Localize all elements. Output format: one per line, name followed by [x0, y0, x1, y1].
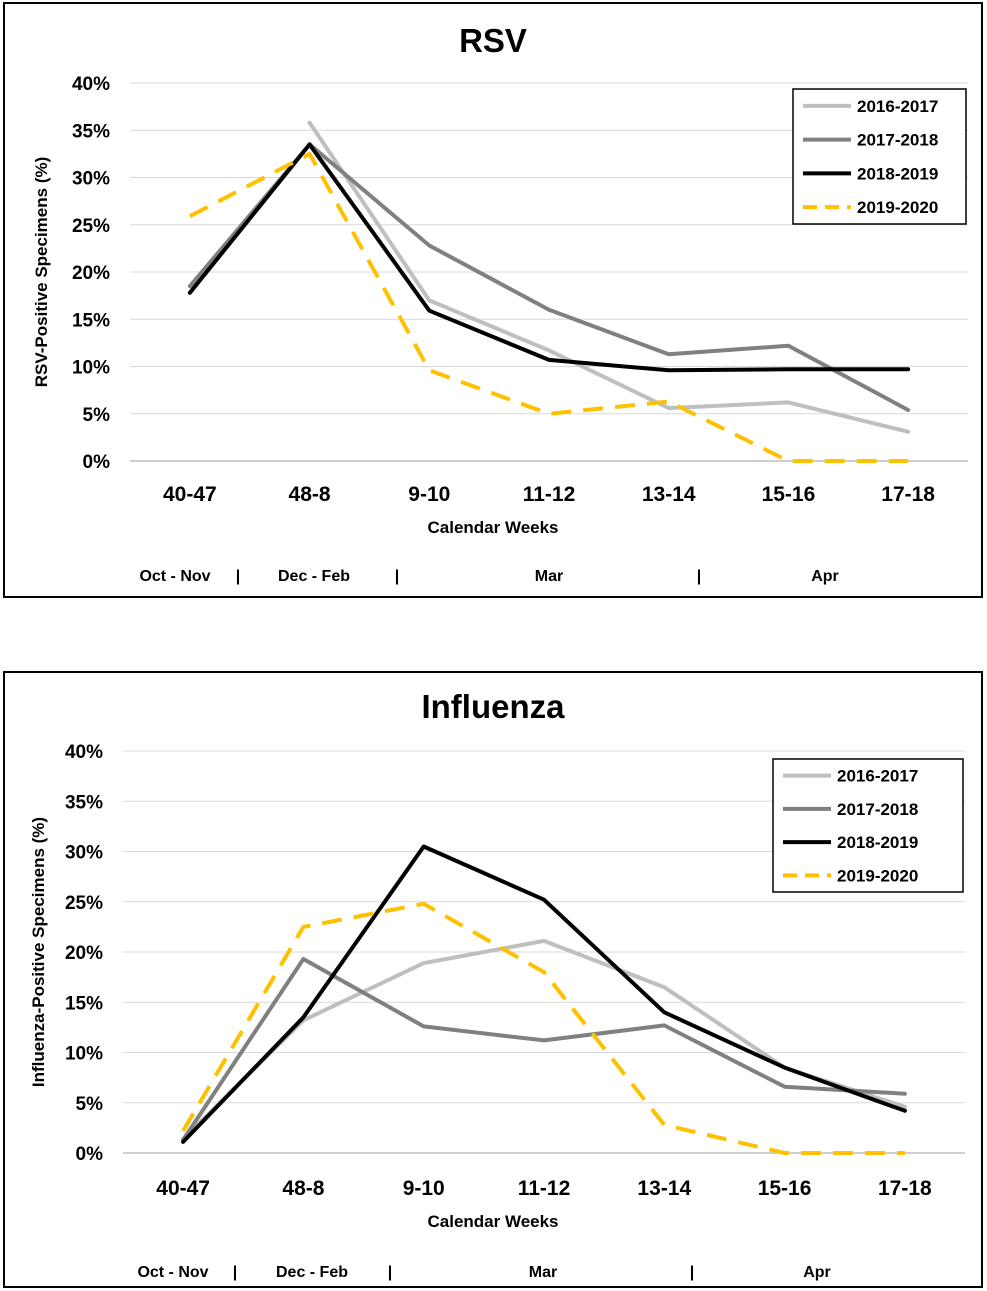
influenza-x-tick-label: 15-16	[758, 1177, 812, 1200]
rsv-month-label: |	[395, 568, 399, 585]
rsv-legend-label: 2016-2017	[857, 97, 938, 116]
influenza-x-tick-label: 11-12	[518, 1177, 571, 1200]
rsv-y-tick-label: 40%	[72, 74, 110, 95]
influenza-y-tick-label: 0%	[76, 1144, 104, 1165]
influenza-y-tick-label: 5%	[76, 1094, 104, 1115]
rsv-x-tick-label: 17-18	[881, 483, 935, 506]
influenza-series-line-2019-2020	[181, 901, 905, 1155]
rsv-legend-label: 2018-2019	[857, 164, 938, 183]
influenza-legend-label: 2018-2019	[837, 833, 918, 852]
rsv-x-tick-label: 11-12	[523, 483, 576, 506]
influenza-month-label: Oct - Nov	[137, 1264, 208, 1281]
influenza-month-label: Mar	[529, 1264, 557, 1281]
influenza-y-tick-label: 20%	[65, 943, 103, 964]
rsv-chart-panel: RSV 0% 5% 10% 15% 20% 25% 30% 35% 40% 40-47 48-8 9-1…	[3, 2, 983, 598]
influenza-chart: Influenza 0% 5% 10% 15% 20% 25% 30% 35% 40% 40-47 4…	[29, 688, 965, 1281]
influenza-legend-label: 2019-2020	[837, 866, 918, 885]
rsv-x-tick-label: 13-14	[642, 483, 696, 506]
rsv-y-tick-label: 10%	[72, 358, 110, 379]
influenza-y-tick-label: 15%	[65, 993, 103, 1014]
rsv-month-label: Apr	[811, 568, 839, 585]
rsv-y-tick-label: 30%	[72, 169, 110, 190]
influenza-x-tick-label: 48-8	[282, 1177, 324, 1200]
rsv-legend-label: 2017-2018	[857, 131, 938, 150]
influenza-month-label: |	[690, 1264, 694, 1281]
influenza-series-line-2018-2019	[181, 844, 907, 1144]
influenza-y-axis-title: Influenza-Positive Specimens (%)	[29, 817, 48, 1087]
influenza-month-label: Apr	[803, 1264, 831, 1281]
rsv-y-tick-label: 25%	[72, 216, 110, 237]
influenza-x-tick-label: 17-18	[878, 1177, 932, 1200]
rsv-y-tick-label: 5%	[83, 405, 111, 426]
influenza-legend-box	[772, 758, 964, 893]
rsv-x-axis-title: Calendar Weeks	[427, 518, 558, 537]
rsv-month-label: |	[236, 568, 240, 585]
rsv-x-tick-label: 15-16	[762, 483, 816, 506]
rsv-y-axis-title: RSV-Positive Specimens (%)	[32, 157, 51, 388]
rsv-x-tick-label: 40-47	[163, 483, 217, 506]
rsv-month-label: Mar	[535, 568, 563, 585]
rsv-series-line-2019-2020	[188, 151, 909, 463]
rsv-series-line-2018-2019	[187, 142, 911, 373]
influenza-x-tick-label: 9-10	[403, 1177, 445, 1200]
influenza-legend-label: 2017-2018	[837, 800, 918, 819]
influenza-legend-label: 2016-2017	[837, 767, 918, 786]
rsv-month-label: Dec - Feb	[278, 568, 350, 585]
rsv-chart-title: RSV	[459, 22, 527, 59]
rsv-month-label: Oct - Nov	[139, 568, 210, 585]
influenza-series-line-2017-2018	[181, 957, 907, 1142]
influenza-y-tick-label: 10%	[65, 1044, 103, 1065]
rsv-x-tick-label: 48-8	[289, 483, 331, 506]
rsv-legend-box	[792, 88, 967, 225]
influenza-x-tick-label: 13-14	[637, 1177, 691, 1200]
influenza-y-tick-label: 35%	[65, 792, 103, 813]
influenza-y-tick-label: 25%	[65, 893, 103, 914]
rsv-x-tick-label: 9-10	[408, 483, 450, 506]
rsv-month-label: |	[697, 568, 701, 585]
influenza-month-label: |	[233, 1264, 237, 1281]
influenza-x-axis-title: Calendar Weeks	[427, 1212, 558, 1231]
influenza-x-tick-label: 40-47	[156, 1177, 210, 1200]
rsv-legend-label: 2019-2020	[857, 198, 938, 217]
rsv-series-line-2016-2017	[307, 120, 911, 434]
rsv-y-tick-label: 35%	[72, 121, 110, 142]
influenza-chart-title: Influenza	[421, 688, 565, 725]
rsv-y-tick-label: 0%	[83, 452, 111, 473]
rsv-y-tick-label: 15%	[72, 310, 110, 331]
influenza-month-label: |	[388, 1264, 392, 1281]
influenza-y-tick-label: 40%	[65, 742, 103, 763]
influenza-chart-panel: Influenza 0% 5% 10% 15% 20% 25% 30% 35% 40% 40-47 4…	[3, 671, 983, 1288]
rsv-y-tick-label: 20%	[72, 263, 110, 284]
rsv-chart: RSV 0% 5% 10% 15% 20% 25% 30% 35% 40% 40-47 48-8 9-1…	[32, 22, 968, 585]
influenza-month-label: Dec - Feb	[276, 1264, 348, 1281]
influenza-y-tick-label: 30%	[65, 843, 103, 864]
